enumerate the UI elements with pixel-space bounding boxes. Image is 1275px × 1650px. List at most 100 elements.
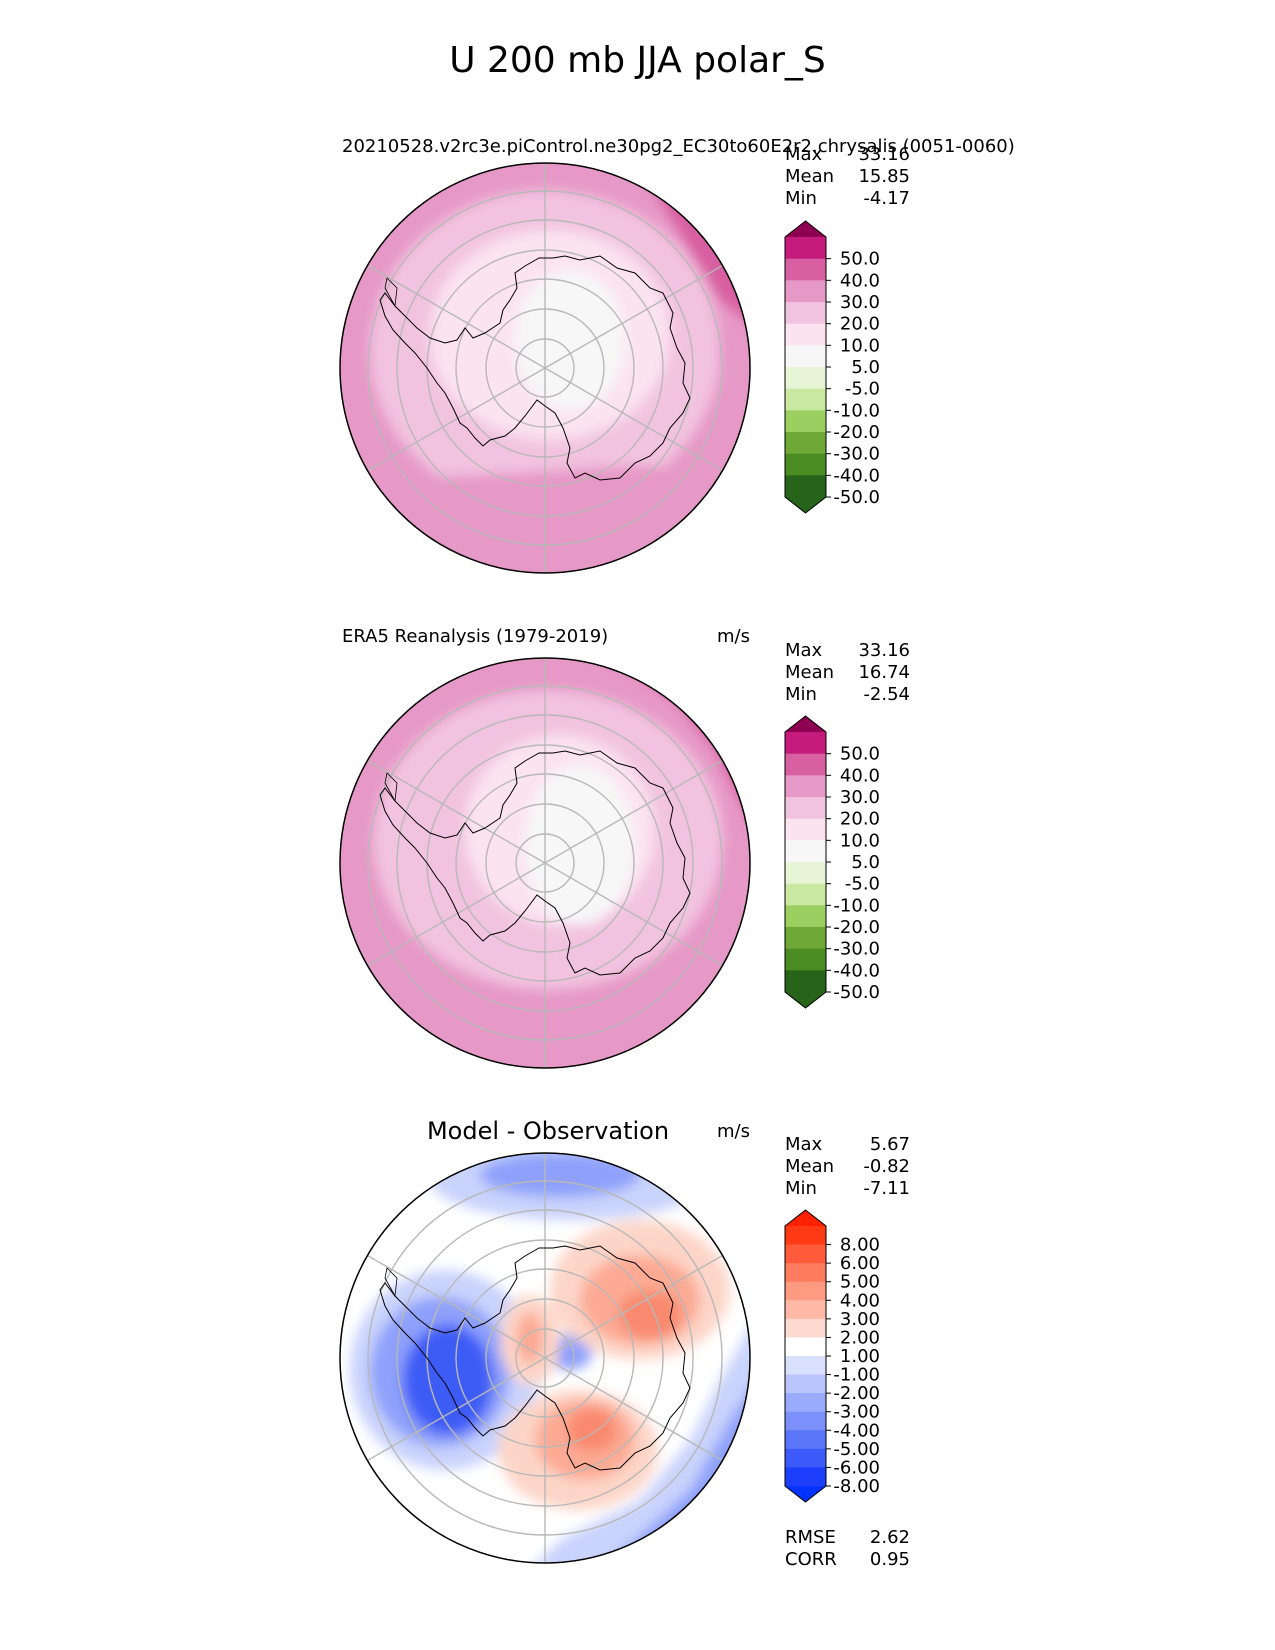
colorbar-segment <box>785 432 826 455</box>
stat-mean: 16.74 <box>858 662 910 683</box>
colorbar-segment <box>785 1467 826 1487</box>
colorbar-tick-label: -10.0 <box>833 400 880 421</box>
colorbar-segment <box>785 818 826 841</box>
panel-test-stats: Max 33.16 Mean 15.85 Min -4.17 <box>785 144 910 209</box>
field-core <box>515 270 625 410</box>
colorbar-segment <box>785 753 826 776</box>
colorbar-tick-label: 5.0 <box>851 852 880 873</box>
metric-rmse-label: RMSE <box>785 1527 836 1548</box>
colorbar-segment <box>785 1337 826 1357</box>
colorbar-tick-label: 50.0 <box>840 744 880 765</box>
stat-mean-label: Mean <box>785 662 834 683</box>
colorbar-segment <box>785 970 826 993</box>
colorbar-tick-label: -10.0 <box>833 895 880 916</box>
colorbar-extend-over <box>785 716 826 732</box>
stat-min: -2.54 <box>863 684 910 705</box>
colorbar-tick-label: -50.0 <box>833 487 880 508</box>
colorbar-segment <box>785 1356 826 1376</box>
colorbar-tick-label: 10.0 <box>840 830 880 851</box>
colorbar-segment <box>785 1263 826 1283</box>
colorbar-tick-label: -5.00 <box>833 1439 880 1460</box>
colorbar-tick-label: -20.0 <box>833 422 880 443</box>
colorbar-tick-label: 1.00 <box>840 1346 880 1367</box>
stat-max-label: Max <box>785 640 823 661</box>
metric-corr-label: CORR <box>785 1549 837 1570</box>
colorbar-segment <box>785 883 826 906</box>
colorbar-segment <box>785 840 826 863</box>
colorbar-tick-label: -3.00 <box>833 1402 880 1423</box>
colorbar-test: 50.040.030.020.010.05.0-5.0-10.0-20.0-30… <box>784 220 880 514</box>
colorbar-segment <box>785 1374 826 1394</box>
stat-min-label: Min <box>785 684 817 705</box>
stat-mean: 15.85 <box>858 166 910 187</box>
map-boundary <box>339 162 751 574</box>
colorbar-segment <box>785 1430 826 1450</box>
colorbar-segment <box>785 453 826 476</box>
stat-min: -7.11 <box>863 1178 910 1199</box>
colorbar-tick-label: 5.00 <box>840 1272 880 1293</box>
colorbar-extend-over <box>785 221 826 237</box>
metric-corr: 0.95 <box>870 1549 910 1570</box>
map-boundary <box>339 1152 751 1564</box>
colorbar-segment <box>785 797 826 820</box>
colorbar-segment <box>785 475 826 498</box>
field-core <box>525 765 635 925</box>
colorbar-segment <box>785 1318 826 1338</box>
colorbar-tick-label: -4.00 <box>833 1420 880 1441</box>
colorbar-segment <box>785 323 826 346</box>
colorbar-tick-label: 8.00 <box>840 1235 880 1256</box>
colorbar-tick-label: 20.0 <box>840 809 880 830</box>
colorbar-extend-over <box>785 1210 826 1226</box>
stat-max: 33.16 <box>858 640 910 661</box>
stat-max-label: Max <box>785 144 823 165</box>
colorbar-tick-label: -30.0 <box>833 939 880 960</box>
stat-min-label: Min <box>785 1178 817 1199</box>
colorbar-tick-label: -50.0 <box>833 982 880 1003</box>
colorbar-segment <box>785 1226 826 1246</box>
field-outer-south <box>340 460 750 573</box>
colorbar-tick-label: 30.0 <box>840 292 880 313</box>
panel-reference-map <box>340 658 750 1068</box>
panel-difference-title: Model - Observation <box>427 1117 669 1145</box>
stat-min-label: Min <box>785 188 817 209</box>
colorbar-segment <box>785 345 826 368</box>
colorbar-segment <box>785 280 826 303</box>
panel-difference-stats: Max 5.67 Mean -0.82 Min -7.11 <box>785 1134 910 1199</box>
colorbar-tick-label: -40.0 <box>833 465 880 486</box>
metric-rmse: 2.62 <box>870 1527 910 1548</box>
stat-min: -4.17 <box>863 188 910 209</box>
colorbar-tick-label: 3.00 <box>840 1309 880 1330</box>
stat-mean: -0.82 <box>863 1156 910 1177</box>
colorbar-segment <box>785 905 826 928</box>
colorbar-segment <box>785 1281 826 1301</box>
colorbar-difference: 8.006.005.004.003.002.001.00-1.00-2.00-3… <box>784 1209 880 1503</box>
colorbar-tick-label: -5.0 <box>845 379 880 400</box>
panel-reference-stats: Max 33.16 Mean 16.74 Min -2.54 <box>785 640 910 705</box>
colorbar-segment <box>785 302 826 325</box>
colorbar-segment <box>785 388 826 411</box>
colorbar-segment <box>785 1448 826 1468</box>
panel-reference-title: ERA5 Reanalysis (1979-2019) <box>342 626 608 647</box>
colorbar-segment <box>785 927 826 950</box>
colorbar-tick-label: 20.0 <box>840 314 880 335</box>
colorbar-tick-label: -1.00 <box>833 1365 880 1386</box>
stat-mean-label: Mean <box>785 166 834 187</box>
panel-test-title: 20210528.v2rc3e.piControl.ne30pg2_EC30to… <box>342 136 1015 157</box>
figure-title: U 200 mb JJA polar_S <box>449 40 826 81</box>
colorbar-reference: 50.040.030.020.010.05.0-5.0-10.0-20.0-30… <box>784 715 880 1009</box>
colorbar-tick-label: 10.0 <box>840 335 880 356</box>
colorbar-segment <box>785 775 826 798</box>
panel-difference-metrics: RMSE 2.62 CORR 0.95 <box>785 1527 910 1570</box>
colorbar-tick-label: -2.00 <box>833 1383 880 1404</box>
colorbar-extend-under <box>785 1486 826 1502</box>
stat-max: 5.67 <box>870 1134 910 1155</box>
colorbar-tick-label: 6.00 <box>840 1253 880 1274</box>
panel-difference: Model - Observation m/s <box>339 1117 910 1570</box>
colorbar-tick-label: 50.0 <box>840 249 880 270</box>
colorbar-tick-label: -20.0 <box>833 917 880 938</box>
colorbar-segment <box>785 237 826 260</box>
panel-difference-units: m/s <box>717 1121 750 1142</box>
panel-reference-units: m/s <box>717 626 750 647</box>
colorbar-tick-label: 40.0 <box>840 270 880 291</box>
colorbar-tick-label: 40.0 <box>840 765 880 786</box>
